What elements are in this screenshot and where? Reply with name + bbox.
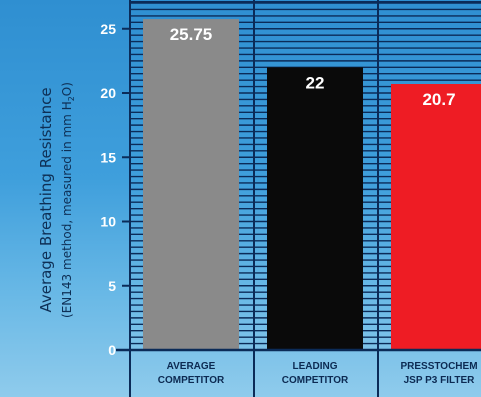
- y-tick-label: 25: [100, 21, 116, 37]
- category-label: COMPETITOR: [282, 375, 349, 386]
- bar: [391, 84, 481, 350]
- y-tick-label: 10: [100, 214, 116, 230]
- y-tick-label: 0: [108, 342, 116, 358]
- y-tick-label: 5: [108, 278, 116, 294]
- bars: [143, 19, 481, 351]
- y-tick-label: 15: [100, 149, 116, 165]
- data-label: 25.75: [170, 25, 213, 44]
- category-label: JSP P3 FILTER: [404, 375, 476, 386]
- y-tick-label: 20: [100, 85, 116, 101]
- category-label: LEADING: [293, 361, 338, 372]
- y-axis-title-line2-post: O): [60, 82, 74, 96]
- y-axis-title-line2: (EN143 method, measured in mm H2O): [60, 82, 76, 318]
- bar: [267, 67, 363, 351]
- labels: 25.75 AVERAGE COMPETITOR 22 LEADING COMPETITO…: [100, 21, 477, 386]
- category-label: PRESSTOCHEM: [400, 361, 477, 372]
- y-axis-title-line1: Average Breathing Resistance: [37, 87, 55, 312]
- bar: [143, 19, 239, 351]
- category-label: COMPETITOR: [158, 375, 225, 386]
- y-axis-title-line2-pre: (EN143 method, measured in mm H: [60, 101, 74, 318]
- y-axis-title: Average Breathing Resistance (EN143 meth…: [37, 82, 76, 318]
- category-label: AVERAGE: [167, 361, 216, 372]
- axes: [116, 0, 481, 397]
- data-label: 20.7: [422, 90, 455, 109]
- y-axis-title-line2-sub: 2: [67, 96, 76, 101]
- data-label: 22: [306, 73, 325, 92]
